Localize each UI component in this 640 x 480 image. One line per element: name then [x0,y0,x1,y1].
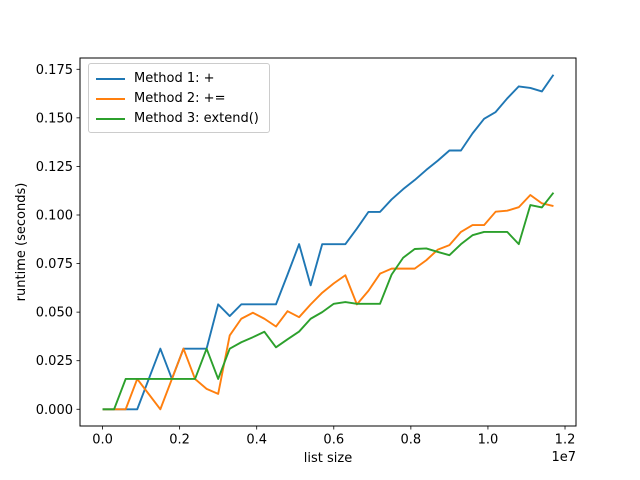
x-tick-label: 1.2 [555,433,576,448]
y-tick-label: 0.100 [36,208,73,223]
legend-line-sample-method3 [96,118,125,120]
legend-item-label: Method 3: extend() [134,111,259,126]
x-tick-label: 1.0 [478,433,499,448]
x-axis-label: list size [303,451,353,466]
x-axis-offset-label: 1e7 [551,450,576,465]
y-tick-label: 0.075 [36,257,73,272]
y-tick-label: 0.150 [36,111,73,126]
y-tick-label: 0.000 [36,403,73,418]
y-tick-label: 0.050 [36,306,73,321]
y-axis: 0.000 0.025 0.050 0.075 0.100 0.125 0.150 0.175 [36,63,80,418]
legend-item: Method 2: += [96,89,259,109]
series-line-2 [102,194,554,411]
y-tick-label: 0.125 [36,160,73,175]
y-tick-label: 0.025 [36,354,73,369]
legend-item: Method 1: + [96,69,259,89]
x-tick-label: 0.6 [323,433,344,448]
legend-item: Method 3: extend() [96,109,259,129]
plot-area-spines [79,57,577,427]
y-tick-label: 0.175 [36,63,73,78]
series-line-3 [102,192,555,411]
x-axis: 0.0 0.2 0.4 0.6 0.8 1.0 1.2 [92,426,575,448]
x-tick-label: 0.8 [401,433,422,448]
legend-item-label: Method 2: += [134,91,226,106]
legend-item-label: Method 1: + [134,71,215,86]
x-tick-label: 0.2 [169,433,190,448]
x-tick-label: 0.0 [92,433,113,448]
y-axis-label: runtime (seconds) [14,182,29,302]
legend-line-sample-method1 [96,78,125,80]
x-tick-label: 0.4 [246,433,267,448]
legend: Method 1: + Method 2: += Method 3: exten… [88,63,270,133]
legend-line-sample-method2 [96,98,125,100]
